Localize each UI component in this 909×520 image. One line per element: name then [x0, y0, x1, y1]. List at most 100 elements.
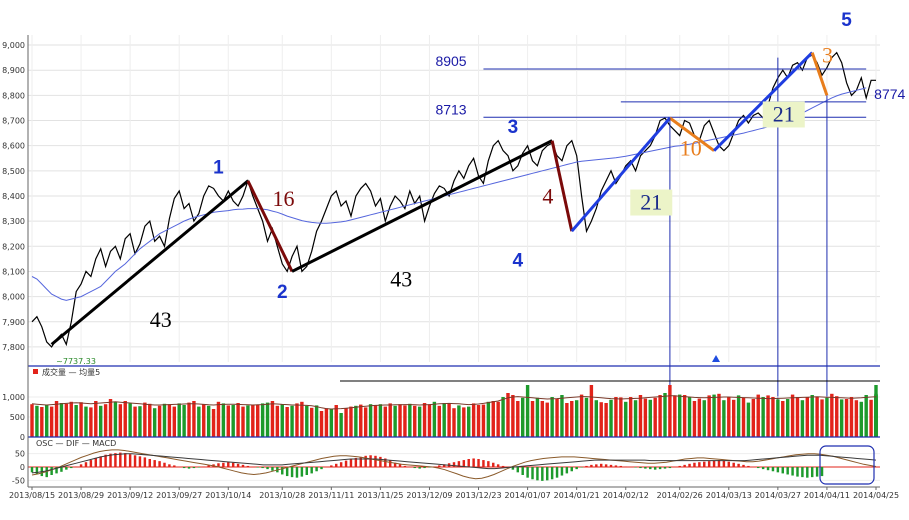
- volume-bar: [408, 403, 412, 437]
- volume-bar: [221, 403, 226, 437]
- osc-bar: [634, 467, 637, 468]
- x-tick-label: 2013/08/29: [58, 491, 104, 500]
- wave-line: [810, 52, 829, 96]
- volume-bar: [874, 394, 878, 437]
- osc-bar: [688, 463, 691, 467]
- osc-bar: [649, 467, 652, 470]
- osc-bar: [65, 467, 68, 470]
- volume-bar: [231, 405, 235, 437]
- osc-bar: [560, 467, 564, 476]
- osc-bar: [192, 467, 196, 469]
- chart-frame: [27, 35, 880, 487]
- volume-bar: [579, 394, 584, 437]
- osc-bar: [374, 455, 377, 467]
- osc-bar: [810, 467, 814, 478]
- volume-bar: [128, 403, 132, 437]
- price-tick-label: 8,100: [2, 267, 25, 276]
- volume-bar: [481, 404, 486, 437]
- level-label: 8713: [435, 101, 466, 117]
- osc-bar: [707, 461, 711, 467]
- price-y-axis: 9,000 8,900 8,800 8,700 8,600 8,500 8,400 8,300…: [2, 41, 25, 352]
- price-tick-label: 8,700: [2, 117, 25, 126]
- osc-bar: [256, 467, 259, 468]
- x-tick-label: 2014/01/07: [505, 491, 551, 500]
- volume-bar: [118, 404, 123, 437]
- osc-bar: [496, 464, 500, 467]
- volume-bar: [354, 405, 358, 437]
- osc-bar: [624, 466, 627, 467]
- volume-bar: [560, 395, 564, 437]
- osc-bar: [781, 467, 784, 474]
- volume-bar: [108, 399, 113, 437]
- volume-bar: [727, 397, 731, 437]
- volume-bar: [624, 401, 628, 437]
- volume-bar: [49, 406, 54, 437]
- volume-average-line: [31, 395, 877, 410]
- osc-bar: [614, 465, 618, 467]
- wave-marker: 3: [508, 117, 519, 138]
- volume-tick-label: 0: [20, 433, 25, 442]
- volume-bar: [658, 395, 662, 437]
- wave-line: [50, 179, 249, 346]
- volume-bar: [197, 406, 201, 437]
- volume-bar: [574, 400, 579, 437]
- osc-bar: [89, 460, 93, 467]
- osc-bar: [541, 467, 544, 481]
- x-tick-label: 2014/01/21: [554, 491, 600, 500]
- osc-bar: [344, 460, 348, 467]
- highlight-box: [819, 445, 875, 485]
- wave-count-label: 43: [390, 267, 412, 292]
- osc-bar: [570, 467, 573, 472]
- osc-bar: [585, 465, 588, 467]
- volume-bar: [722, 400, 726, 437]
- volume-bar: [368, 404, 373, 437]
- osc-bar: [683, 464, 686, 467]
- osc-bar: [369, 455, 372, 467]
- wave-count-label: 16: [272, 186, 294, 211]
- price-tick-label: 8,800: [2, 91, 25, 100]
- osc-bar: [575, 467, 578, 470]
- volume-bar: [771, 397, 775, 437]
- volume-bar: [89, 407, 93, 437]
- volume-bar: [69, 401, 73, 437]
- volume-bar: [413, 405, 417, 437]
- volume-bar: [79, 402, 83, 437]
- osc-bar: [330, 465, 333, 467]
- volume-bar: [682, 395, 687, 437]
- volume-bar: [643, 398, 648, 437]
- volume-bar: [697, 398, 702, 437]
- wave-line: [550, 140, 574, 232]
- volume-bar: [633, 400, 638, 437]
- x-tick-label: 2013/09/27: [156, 491, 202, 500]
- volume-bar: [535, 397, 540, 437]
- osc-bar: [801, 467, 804, 478]
- macd-tick-label: -50: [12, 476, 25, 485]
- volume-bar: [491, 401, 495, 437]
- osc-bar: [477, 459, 480, 467]
- volume-bar: [820, 399, 824, 437]
- volume-bar: [619, 397, 623, 437]
- volume-bar: [393, 405, 397, 437]
- osc-bar: [119, 452, 122, 467]
- volume-bar: [746, 402, 751, 437]
- volume-bar: [839, 399, 844, 437]
- volume-bar: [830, 393, 834, 437]
- volume-bar: [138, 406, 142, 437]
- volume-bar: [864, 395, 868, 437]
- volume-bar: [467, 406, 471, 437]
- osc-bar: [222, 462, 225, 467]
- volume-bar: [525, 385, 530, 437]
- volume-bar: [835, 396, 839, 437]
- volume-bar: [520, 397, 525, 437]
- volume-bar: [187, 402, 191, 437]
- volume-bar: [678, 394, 682, 437]
- volume-bar: [319, 411, 324, 437]
- osc-bar: [776, 467, 780, 473]
- osc-bar: [555, 467, 559, 478]
- volume-bar: [30, 404, 34, 437]
- osc-bar: [217, 463, 220, 467]
- volume-bar: [148, 403, 152, 437]
- volume-bar: [707, 395, 711, 437]
- osc-bar: [580, 467, 583, 468]
- volume-bar: [790, 394, 795, 437]
